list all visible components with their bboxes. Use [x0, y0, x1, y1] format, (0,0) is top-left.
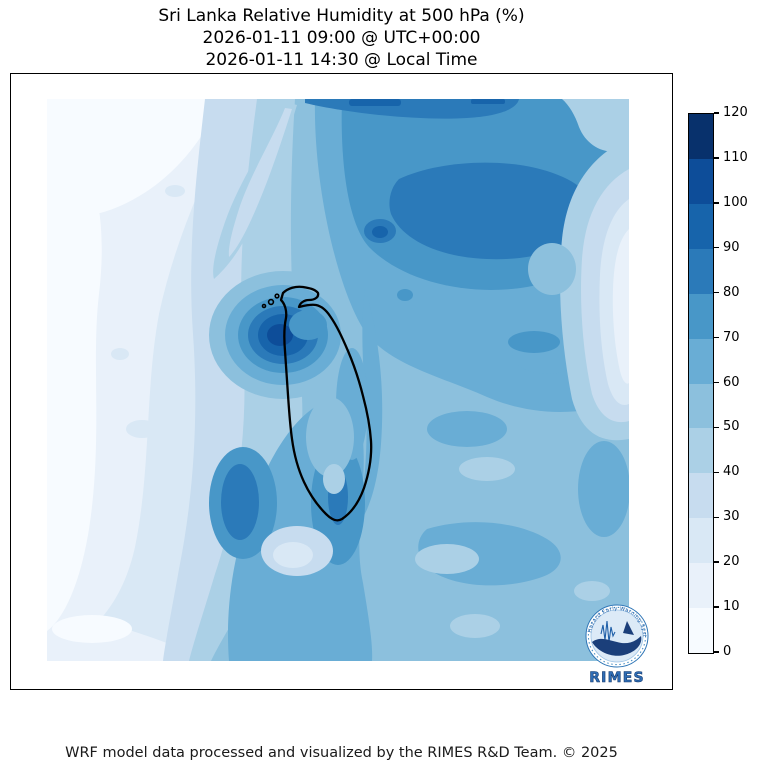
title-block: Sri Lanka Relative Humidity at 500 hPa (…	[10, 5, 673, 71]
colorbar-tick	[714, 336, 719, 339]
colorbar-tick-label: 10	[723, 599, 740, 615]
colorbar-band	[689, 158, 713, 204]
colorbar-band	[689, 608, 713, 654]
chart-title: Sri Lanka Relative Humidity at 500 hPa (…	[158, 6, 525, 26]
colorbar-tick	[714, 606, 719, 608]
colorbar-tick-label: 110	[723, 149, 748, 165]
colorbar-tick-label: 100	[723, 194, 748, 210]
colorbar-tick-label: 20	[723, 554, 740, 570]
colorbar-band	[689, 248, 713, 294]
sri-lanka-coastline	[279, 285, 373, 522]
logo-wave-icon	[592, 636, 642, 656]
colorbar-tick-label: 80	[723, 284, 740, 300]
colorbar-tick-label: 120	[723, 105, 748, 120]
colorbar-tick	[714, 202, 719, 204]
colorbar-tick	[714, 426, 719, 429]
chart-subtitle-utc: 2026-01-11 09:00 @ UTC+00:00	[202, 28, 481, 48]
colorbar-tick	[714, 381, 719, 384]
colorbar-tick-label: 40	[723, 464, 740, 480]
colorbar-tick	[714, 516, 719, 518]
map-frame: Hazard Early Warning System RIMES	[10, 73, 673, 690]
humidity-contour-map	[47, 99, 629, 661]
colorbar-tick-label: 70	[723, 329, 740, 345]
colorbar-band	[689, 383, 713, 429]
colorbar-tick	[714, 112, 719, 114]
colorbar-tick-label: 60	[723, 374, 740, 390]
colorbar-band	[689, 428, 713, 474]
colorbar-band	[689, 473, 713, 519]
colorbar-tick	[714, 471, 719, 474]
chart-subtitle-local: 2026-01-11 14:30 @ Local Time	[205, 50, 478, 70]
islet	[274, 293, 280, 299]
colorbar-tick	[714, 561, 719, 563]
colorbar-tick-label: 30	[723, 509, 740, 525]
islet	[267, 298, 275, 306]
colorbar-band	[689, 518, 713, 564]
colorbar-tick	[714, 291, 719, 294]
logo-figure-icon	[623, 621, 634, 635]
colorbar: 0 10 20 30 40 50 60 70 80 90 100 110 120	[688, 106, 758, 659]
rimes-logo: Hazard Early Warning System RIMES	[579, 594, 649, 686]
colorbar-band	[689, 203, 713, 249]
colorbar-bar	[688, 113, 714, 654]
logo-waveform-icon	[600, 620, 616, 643]
footer-credit: WRF model data processed and visualized …	[65, 745, 618, 761]
colorbar-band	[689, 293, 713, 339]
colorbar-band	[689, 563, 713, 609]
logo-caption: RIMES	[589, 670, 645, 686]
colorbar-tick	[714, 157, 719, 159]
colorbar-tick-label: 50	[723, 419, 740, 435]
islet	[261, 303, 267, 309]
colorbar-tick-label: 0	[723, 644, 732, 659]
colorbar-band	[689, 114, 713, 159]
colorbar-tick	[714, 651, 719, 653]
colorbar-tick	[714, 247, 719, 249]
colorbar-band	[689, 338, 713, 384]
colorbar-tick-label: 90	[723, 239, 740, 255]
